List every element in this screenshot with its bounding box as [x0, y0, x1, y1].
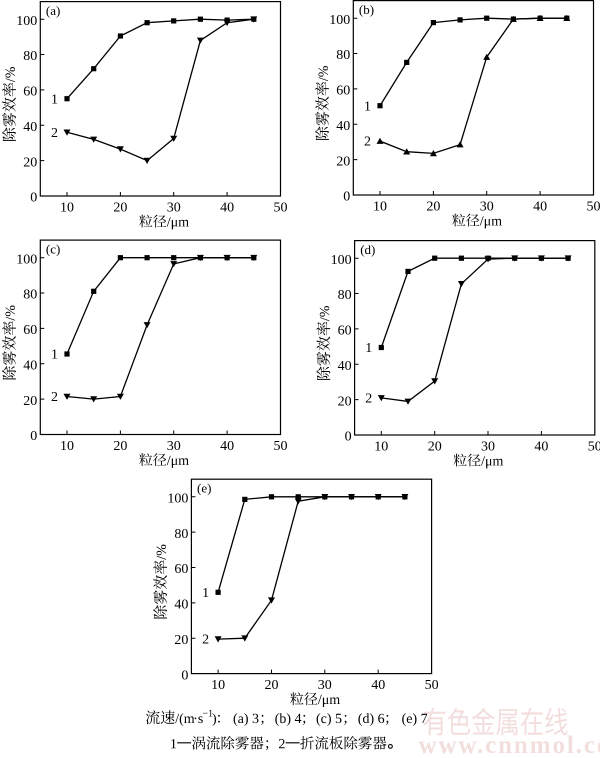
svg-text:100: 100: [16, 14, 37, 29]
svg-text:40: 40: [174, 598, 188, 613]
svg-text:(d): (d): [360, 242, 375, 257]
svg-text:100: 100: [331, 253, 352, 268]
svg-text:60: 60: [23, 85, 37, 100]
svg-text:50: 50: [588, 440, 600, 455]
svg-text:(b): (b): [359, 2, 374, 17]
svg-text:80: 80: [336, 48, 350, 63]
svg-text:0: 0: [30, 191, 37, 206]
svg-text:1: 1: [202, 586, 209, 601]
svg-text:60: 60: [174, 562, 188, 577]
svg-text:20: 20: [23, 155, 37, 170]
svg-text:10: 10: [60, 201, 74, 216]
svg-text:60: 60: [338, 324, 352, 339]
svg-text:50: 50: [274, 201, 288, 216]
svg-text:30: 30: [481, 440, 495, 455]
svg-text:1: 1: [51, 348, 58, 363]
svg-text:(e): (e): [197, 481, 211, 496]
svg-text:0: 0: [181, 668, 188, 683]
svg-text:40: 40: [338, 359, 352, 374]
svg-text:10: 10: [374, 440, 388, 455]
svg-text:40: 40: [23, 120, 37, 135]
svg-text:1: 1: [365, 341, 372, 356]
svg-text:20: 20: [113, 439, 127, 454]
svg-text:10: 10: [373, 200, 387, 215]
svg-text:40: 40: [371, 678, 385, 693]
svg-text:100: 100: [329, 13, 350, 28]
svg-text:20: 20: [428, 440, 442, 455]
svg-text:(c): (c): [46, 241, 60, 256]
svg-text:20: 20: [426, 200, 440, 215]
svg-text:60: 60: [23, 323, 37, 338]
svg-text:30: 30: [318, 678, 332, 693]
svg-text:100: 100: [167, 492, 188, 507]
svg-text:20: 20: [265, 678, 279, 693]
svg-text:10: 10: [60, 439, 74, 454]
svg-text:2: 2: [202, 633, 209, 648]
svg-text:10: 10: [211, 678, 225, 693]
svg-text:30: 30: [480, 200, 494, 215]
svg-text:40: 40: [534, 440, 548, 455]
svg-text:0: 0: [345, 430, 352, 445]
svg-text:30: 30: [167, 201, 181, 216]
svg-text:0: 0: [343, 190, 350, 205]
svg-text:20: 20: [113, 201, 127, 216]
svg-text:100: 100: [16, 252, 37, 267]
svg-text:40: 40: [336, 119, 350, 134]
svg-text:50: 50: [425, 678, 439, 693]
svg-text:20: 20: [23, 394, 37, 409]
svg-text:30: 30: [167, 439, 181, 454]
svg-text:(a): (a): [46, 3, 60, 18]
svg-text:60: 60: [336, 84, 350, 99]
svg-text:1: 1: [51, 92, 58, 107]
svg-text:50: 50: [274, 439, 288, 454]
svg-text:40: 40: [220, 439, 234, 454]
svg-text:www.cnnmol.com: www.cnnmol.com: [419, 732, 600, 758]
svg-text:2: 2: [365, 392, 372, 407]
svg-text:80: 80: [23, 49, 37, 64]
svg-text:80: 80: [23, 288, 37, 303]
svg-text:80: 80: [174, 527, 188, 542]
svg-text:20: 20: [174, 633, 188, 648]
svg-text:20: 20: [336, 154, 350, 169]
svg-text:20: 20: [338, 394, 352, 409]
svg-text:80: 80: [338, 288, 352, 303]
svg-text:2: 2: [51, 126, 58, 141]
svg-text:50: 50: [587, 200, 600, 215]
svg-text:0: 0: [30, 429, 37, 444]
svg-text:40: 40: [23, 359, 37, 374]
svg-text:2: 2: [51, 390, 58, 405]
svg-text:1: 1: [364, 99, 371, 114]
svg-text:40: 40: [220, 201, 234, 216]
svg-text:2: 2: [364, 135, 371, 150]
svg-text:40: 40: [533, 200, 547, 215]
